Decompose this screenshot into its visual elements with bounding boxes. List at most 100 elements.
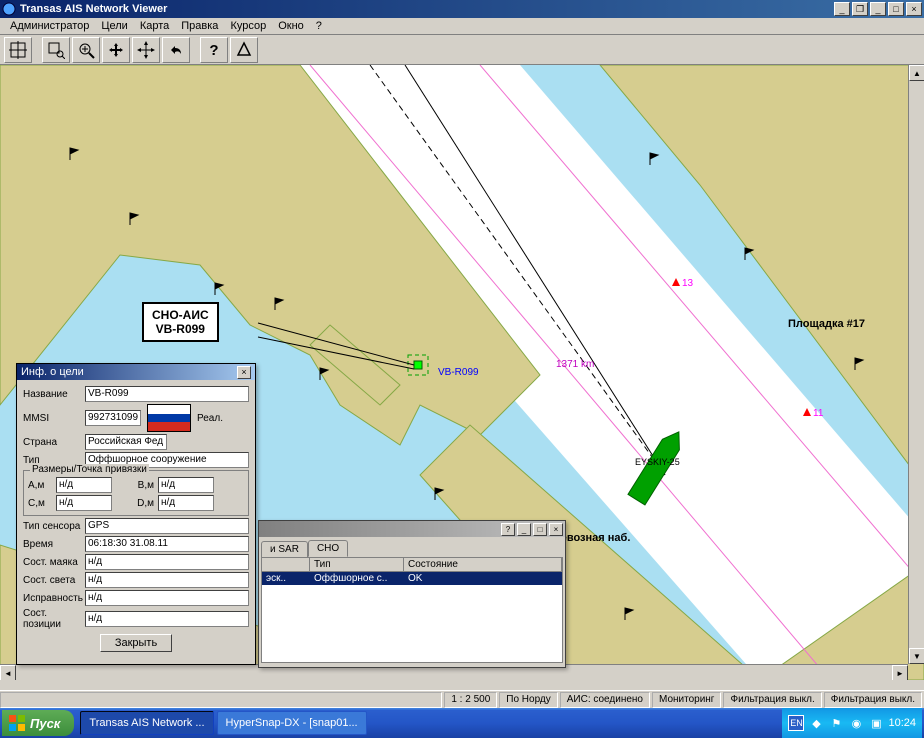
- lbl-mmsi: MMSI: [23, 413, 85, 424]
- lbl-B: B,м: [130, 480, 158, 491]
- map-vscrollbar[interactable]: ▲ ▼: [908, 65, 924, 664]
- tray-icon-4[interactable]: ▣: [868, 715, 884, 731]
- svg-text:1371 km: 1371 km: [556, 359, 594, 370]
- window-title: Transas AIS Network Viewer: [20, 3, 832, 15]
- status-filter2: Фильтрация выкл.: [824, 692, 922, 708]
- tool-measure-icon[interactable]: [230, 37, 258, 63]
- status-monitoring: Мониторинг: [652, 692, 721, 708]
- start-button[interactable]: Пуск: [2, 710, 74, 736]
- subwin-titlebar[interactable]: ? _ □ ×: [259, 521, 565, 537]
- scroll-up-icon[interactable]: ▲: [909, 65, 924, 81]
- dims-groupbox: Размеры/Точка привязки A,мн/д B,мн/д C,м…: [23, 470, 249, 516]
- info-close-button[interactable]: Закрыть: [100, 634, 172, 652]
- table-row[interactable]: эск.. Оффшорное с.. OK: [262, 572, 562, 585]
- windows-logo-icon: [8, 714, 26, 732]
- menu-help[interactable]: ?: [310, 20, 328, 32]
- val-C: н/д: [56, 495, 112, 511]
- subwin-tabs: и SAR СНО: [259, 537, 565, 557]
- target-callout: СНО-АИС VB-R099: [142, 302, 219, 342]
- tool-zoom-area-icon[interactable]: [42, 37, 70, 63]
- svg-text:VB-R099: VB-R099: [438, 367, 479, 378]
- val-A: н/д: [56, 477, 112, 493]
- col-state[interactable]: Состояние: [404, 558, 562, 571]
- tray-icon-2[interactable]: ⚑: [828, 715, 844, 731]
- target-info-panel: Инф. о цели × НазваниеVB-R099 MMSI 99273…: [16, 363, 256, 665]
- taskbar: Пуск Transas AIS Network ... HyperSnap-D…: [0, 708, 924, 738]
- cell-state: OK: [404, 572, 562, 585]
- task-transas-label: Transas AIS Network ...: [89, 717, 204, 729]
- val-beacon: н/д: [85, 554, 249, 570]
- lbl-real: Реал.: [197, 413, 223, 424]
- scroll-left-icon[interactable]: ◄: [0, 665, 16, 680]
- tool-help-icon[interactable]: ?: [200, 37, 228, 63]
- subwin-table: Тип Состояние эск.. Оффшорное с.. OK: [261, 557, 563, 663]
- tool-undo-icon[interactable]: [162, 37, 190, 63]
- target-list-window: ? _ □ × и SAR СНО Тип Состояние эск.. Оф…: [258, 520, 566, 668]
- status-bar: 1 : 2 500 По Норду АИС: соединено Монито…: [0, 690, 924, 708]
- status-ais: АИС: соединено: [560, 692, 650, 708]
- svg-text:?: ?: [209, 42, 218, 59]
- task-transas[interactable]: Transas AIS Network ...: [80, 711, 213, 735]
- tray-icon-3[interactable]: ◉: [848, 715, 864, 731]
- menubar: Администратор Цели Карта Правка Курсор О…: [0, 18, 924, 35]
- menu-targets[interactable]: Цели: [95, 20, 133, 32]
- task-hypersnap-label: HyperSnap-DX - [snap01...: [226, 717, 358, 729]
- col-type[interactable]: Тип: [310, 558, 404, 571]
- status-north: По Норду: [499, 692, 557, 708]
- val-pos: н/д: [85, 611, 249, 627]
- info-panel-titlebar: Инф. о цели ×: [17, 364, 255, 380]
- menu-admin[interactable]: Администратор: [4, 20, 95, 32]
- lbl-light: Сост. света: [23, 575, 85, 586]
- svg-text:11: 11: [813, 408, 824, 419]
- svg-text:EYSKIY-25: EYSKIY-25: [635, 457, 680, 467]
- scroll-right-icon[interactable]: ►: [892, 665, 908, 680]
- subwin-close-icon[interactable]: ×: [549, 523, 563, 536]
- svg-text:13: 13: [682, 278, 694, 289]
- system-tray[interactable]: EN ◆ ⚑ ◉ ▣ 10:24: [782, 708, 922, 738]
- flag-icon: [147, 404, 191, 432]
- menu-edit[interactable]: Правка: [175, 20, 224, 32]
- minimize-button[interactable]: _: [834, 2, 850, 16]
- subwin-min-icon[interactable]: _: [517, 523, 531, 536]
- cell-type: Оффшорное с..: [310, 572, 404, 585]
- subwin-help-icon[interactable]: ?: [501, 523, 515, 536]
- scroll-down-icon[interactable]: ▼: [909, 648, 924, 664]
- svg-text:Площадка #17: Площадка #17: [788, 318, 865, 330]
- tool-move-icon[interactable]: [132, 37, 160, 63]
- close-button[interactable]: ×: [906, 2, 922, 16]
- app-icon: [2, 2, 16, 16]
- menu-cursor[interactable]: Курсор: [224, 20, 272, 32]
- tray-icon-1[interactable]: ◆: [808, 715, 824, 731]
- menu-window[interactable]: Окно: [272, 20, 310, 32]
- tool-pan-icon[interactable]: [102, 37, 130, 63]
- lang-indicator[interactable]: EN: [788, 715, 804, 731]
- restore-button[interactable]: ❐: [852, 2, 868, 16]
- window-titlebar: Transas AIS Network Viewer _ ❐ _ □ ×: [0, 0, 924, 18]
- val-D: н/д: [158, 495, 214, 511]
- col-0[interactable]: [262, 558, 310, 571]
- lbl-time: Время: [23, 539, 85, 550]
- tray-clock[interactable]: 10:24: [888, 717, 916, 729]
- menu-map[interactable]: Карта: [134, 20, 175, 32]
- lbl-sensor: Тип сенсора: [23, 521, 85, 532]
- info-panel-close-icon[interactable]: ×: [237, 366, 251, 379]
- start-label: Пуск: [30, 716, 60, 731]
- val-country: Российская Фед: [85, 434, 167, 450]
- tool-center-icon[interactable]: [4, 37, 32, 63]
- lbl-beacon: Сост. маяка: [23, 557, 85, 568]
- tab-sar[interactable]: и SAR: [261, 541, 308, 557]
- val-sensor: GPS: [85, 518, 249, 534]
- status-filter1: Фильтрация выкл.: [723, 692, 821, 708]
- callout-line1: СНО-АИС: [152, 308, 209, 322]
- task-hypersnap[interactable]: HyperSnap-DX - [snap01...: [217, 711, 367, 735]
- val-B: н/д: [158, 477, 214, 493]
- tool-zoom-icon[interactable]: [72, 37, 100, 63]
- lbl-pos: Сост. позиции: [23, 608, 85, 630]
- status-scale: 1 : 2 500: [444, 692, 497, 708]
- tab-sno[interactable]: СНО: [308, 540, 348, 557]
- minimize2-button[interactable]: _: [870, 2, 886, 16]
- dims-group-title: Размеры/Точка привязки: [30, 464, 149, 475]
- lbl-health: Исправность: [23, 593, 85, 604]
- subwin-max-icon[interactable]: □: [533, 523, 547, 536]
- maximize-button[interactable]: □: [888, 2, 904, 16]
